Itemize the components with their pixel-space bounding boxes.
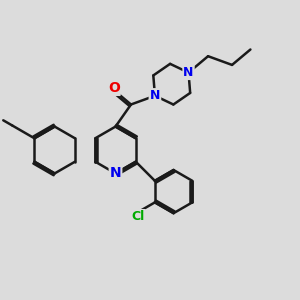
Text: O: O	[108, 81, 120, 95]
Text: Cl: Cl	[131, 210, 145, 223]
Text: N: N	[150, 89, 160, 102]
Text: N: N	[150, 89, 160, 102]
Text: N: N	[110, 167, 121, 180]
Text: N: N	[183, 66, 194, 79]
